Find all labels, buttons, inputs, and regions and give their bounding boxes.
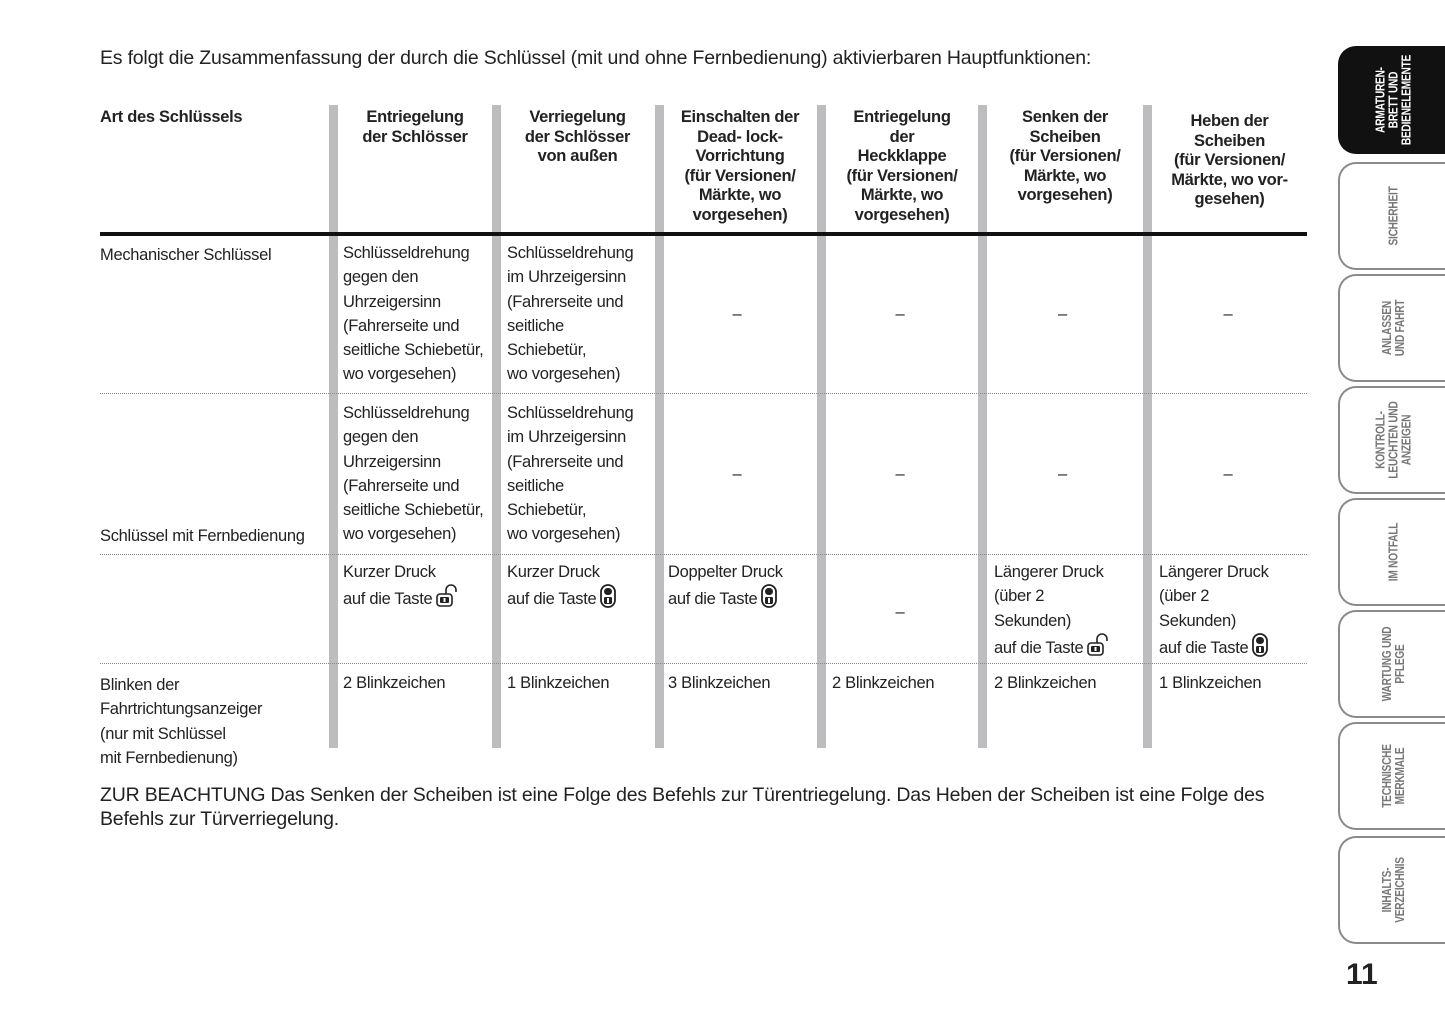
table-cell: Längerer Druck (über 2 Sekunden) auf die… [1159,560,1307,664]
empty-cell: – [827,462,973,486]
chapter-tab[interactable]: INHALTS- VERZEICHNIS [1338,836,1445,944]
chapter-tab-label: WARTUNG UND PFLEGE [1378,626,1407,702]
table-cell: 2 Blinkzeichen [832,671,978,695]
table-cell: Kurzer Druck auf die Taste [507,560,653,616]
table-cell: Schlüsseldrehung im Uhrzeigersinn (Fahre… [507,241,653,387]
row-label: Schlüssel mit Fernbedienung [100,527,305,545]
chapter-tab-label: KONTROLL- LEUCHTEN UND ANZEIGEN [1372,401,1413,479]
cell-text: – [1223,465,1233,483]
unlock-icon [1087,633,1109,664]
empty-cell: – [1154,302,1302,326]
empty-cell: – [1154,462,1302,486]
intro-text: Es folgt die Zusammenfassung der durch d… [100,47,1092,69]
cell-text: 2 Blinkzeichen [994,674,1097,692]
chapter-tab[interactable]: KONTROLL- LEUCHTEN UND ANZEIGEN [1338,386,1445,494]
column-divider [655,105,664,748]
chapter-tab[interactable]: IM NOTFALL [1338,498,1445,606]
table-cell: Kurzer Druck auf die Taste [343,560,491,616]
page-number: 11 [1346,958,1378,991]
cell-text: 3 Blinkzeichen [668,674,771,692]
column-header: Entriegelung der Schlösser [362,108,468,146]
cell-text: – [895,465,905,483]
cell-text: Doppelter Druck auf die Taste [668,563,783,609]
chapter-tab-label: SICHERHEIT [1385,186,1400,246]
empty-cell: – [989,302,1136,326]
cell-text: – [1223,305,1233,323]
row-divider [100,663,1307,664]
chapter-tab[interactable]: TECHNISCHE MERKMALE [1338,722,1445,830]
unlock-icon [436,584,458,615]
column-header: Senken der Scheiben (für Versionen/ Märk… [1009,108,1121,204]
row-label: Blinken der Fahrtrichtungsanzeiger (nur … [100,676,263,767]
cell-text: – [1058,465,1067,483]
column-divider [817,105,826,748]
cell-text: – [895,305,905,323]
empty-cell: – [663,302,811,326]
column-header: Entriegelung der Heckklappe (für Version… [846,108,958,224]
table-cell: Schlüsseldrehung gegen den Uhrzeigersinn… [343,241,491,387]
lock-button-icon [761,584,778,615]
column-header: Einschalten der Dead- lock- Vorrichtung … [680,108,800,224]
lock-button-icon [1252,632,1269,664]
empty-cell: – [827,302,973,326]
table-cell: Schlüsseldrehung im Uhrzeigersinn (Fahre… [507,401,653,547]
lock-button-icon [600,584,617,615]
cell-text: – [732,465,742,483]
column-header: Art des Schlüssels [100,108,243,126]
cell-text: – [895,603,905,621]
table-cell: 1 Blinkzeichen [1159,671,1307,695]
column-divider [1143,105,1152,748]
header-rule [100,232,1307,236]
chapter-tab-label: IM NOTFALL [1385,522,1400,582]
cell-text: – [1058,305,1067,323]
cell-text: Kurzer Druck auf die Taste [343,563,436,609]
empty-cell: – [827,600,973,624]
column-header: Verriegelung der Schlösser von außen [524,108,631,165]
column-header: Heben der Scheiben (für Versionen/ Märkt… [1171,112,1288,208]
row-divider [100,554,1307,555]
column-divider [492,105,501,748]
empty-cell: – [663,462,811,486]
table-cell: 2 Blinkzeichen [994,671,1141,695]
cell-text: Längerer Druck (über 2 Sekunden) auf die… [1159,563,1269,657]
table-cell: Doppelter Druck auf die Taste [668,560,816,616]
cell-text: 1 Blinkzeichen [507,674,610,692]
chapter-tab-label: ARMATUREN- BRETT UND BEDIENELEMENTE [1372,54,1413,146]
chapter-tab[interactable]: ARMATUREN- BRETT UND BEDIENELEMENTE [1338,46,1445,154]
cell-text: Schlüsseldrehung gegen den Uhrzeigersinn… [343,244,484,384]
cell-text: Schlüsseldrehung im Uhrzeigersinn (Fahre… [507,244,634,384]
chapter-tab[interactable]: SICHERHEIT [1338,162,1445,270]
column-divider [978,105,987,748]
cell-text: Schlüsseldrehung gegen den Uhrzeigersinn… [343,404,484,544]
empty-cell: – [989,462,1136,486]
table-cell: 2 Blinkzeichen [343,671,491,695]
cell-text: – [732,305,742,323]
cell-text: Längerer Druck (über 2 Sekunden) auf die… [994,563,1104,657]
note-text: ZUR BEACHTUNG Das Senken der Scheiben is… [100,784,1265,830]
cell-text: 2 Blinkzeichen [832,674,935,692]
table-cell: Schlüsseldrehung gegen den Uhrzeigersinn… [343,401,491,547]
table-cell: 1 Blinkzeichen [507,671,653,695]
cell-text: Kurzer Druck auf die Taste [507,563,600,609]
chapter-tab-label: INHALTS- VERZEICHNIS [1378,857,1407,923]
table-cell: 3 Blinkzeichen [668,671,816,695]
row-label: Mechanischer Schlüssel [100,246,272,264]
chapter-tab[interactable]: ANLASSEN UND FAHRT [1338,274,1445,382]
chapter-tab[interactable]: WARTUNG UND PFLEGE [1338,610,1445,718]
cell-text: 1 Blinkzeichen [1159,674,1262,692]
cell-text: Schlüsseldrehung im Uhrzeigersinn (Fahre… [507,404,634,544]
column-divider [329,105,338,748]
chapter-tab-label: ANLASSEN UND FAHRT [1378,299,1407,357]
table-cell: Längerer Druck (über 2 Sekunden) auf die… [994,560,1141,664]
chapter-tab-label: TECHNISCHE MERKMALE [1378,744,1407,808]
row-divider [100,393,1307,394]
cell-text: 2 Blinkzeichen [343,674,446,692]
